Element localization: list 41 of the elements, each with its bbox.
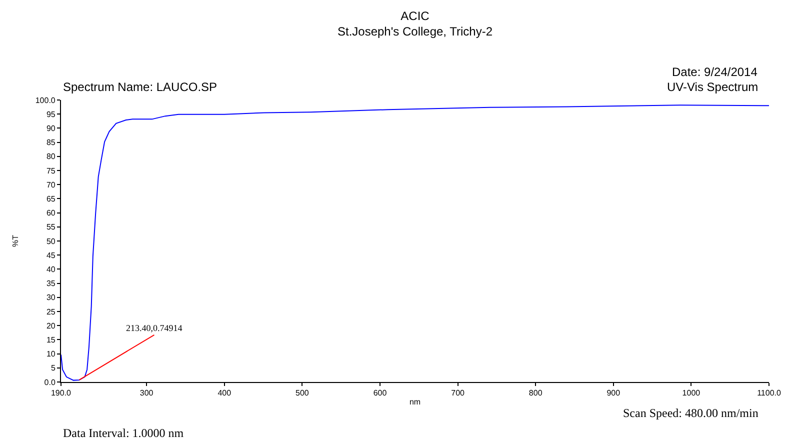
y-tick-label: 70 — [46, 180, 56, 190]
y-tick-label: 35 — [46, 279, 56, 288]
chart-subtitle: St.Joseph's College, Trichy-2 — [337, 24, 493, 38]
x-tick-label: 700 — [451, 388, 466, 398]
y-tick-label: 80 — [46, 152, 56, 162]
annotation: 213.40,0.74914 — [126, 323, 183, 333]
y-tick-label: 0.0 — [44, 378, 56, 387]
x-tick-label: 800 — [528, 388, 543, 398]
y-tick-label: 45 — [46, 250, 56, 260]
y-tick-label: 95 — [46, 110, 56, 119]
y-tick-label: 50 — [46, 236, 56, 246]
y-tick-label: 90 — [46, 124, 56, 133]
y-tick-label: 20 — [46, 321, 56, 330]
y-tick-label: 30 — [46, 293, 56, 302]
text: Date: 9/24/2014 — [672, 65, 758, 79]
x-tick-label: 900 — [606, 388, 621, 398]
x-tick-label: 300 — [140, 388, 154, 398]
y-tick-label: 60 — [46, 208, 56, 218]
text: Spectrum Name: LAUCO.SP — [63, 80, 218, 94]
y-tick-label: 25 — [46, 307, 56, 316]
y-tick-label: 55 — [46, 222, 56, 232]
x-axis-title: nm — [409, 398, 421, 407]
x-tick-label: 1000 — [682, 388, 701, 398]
chart-title: ACIC — [400, 8, 430, 23]
text: Data Interval: 1.0000 nm — [63, 426, 184, 439]
y-tick-label: 15 — [46, 336, 56, 344]
x-tick-label: 1100.0 — [757, 388, 782, 398]
y-tick-label: 65 — [46, 194, 56, 204]
y-tick-label: 40 — [46, 265, 56, 274]
y-tick-label: 10 — [46, 350, 56, 359]
y-tick-label: 75 — [46, 166, 56, 176]
x-tick-label: 500 — [296, 388, 310, 398]
y-tick-label: 85 — [46, 138, 56, 148]
y-axis-title: %T — [11, 234, 20, 247]
text: Scan Speed: 480.00 nm/min — [623, 406, 758, 420]
x-tick-label: 400 — [218, 388, 232, 398]
x-tick-label: 190.0 — [50, 388, 72, 398]
x-tick-label: 600 — [373, 388, 388, 398]
y-tick-label: 5 — [50, 364, 56, 373]
text: UV-Vis Spectrum — [667, 80, 758, 94]
y-tick-label: 100.0 — [35, 96, 56, 105]
